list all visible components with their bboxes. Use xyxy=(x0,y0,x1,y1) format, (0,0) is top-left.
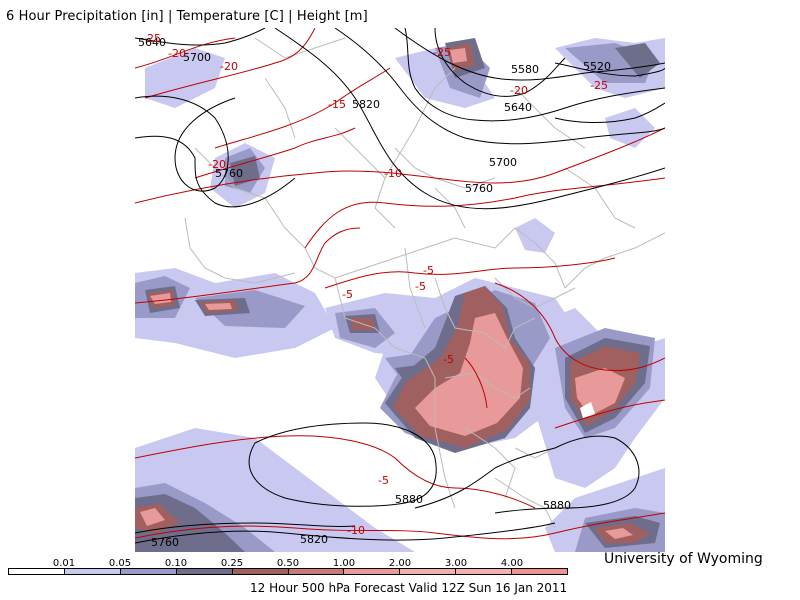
temp-label: -20 xyxy=(220,60,238,73)
height-label: 5580 xyxy=(511,63,539,76)
height-label: 5880 xyxy=(395,493,423,506)
legend-swatch xyxy=(232,569,289,574)
height-label: 5640 xyxy=(138,36,166,49)
legend-swatch xyxy=(9,569,65,574)
temp-label: -25 xyxy=(433,46,451,59)
temp-label: -25 xyxy=(143,32,161,45)
height-label: 5520 xyxy=(583,60,611,73)
legend-swatch xyxy=(288,569,345,574)
credit-text: University of Wyoming xyxy=(604,551,763,567)
precip-white-spots xyxy=(435,402,595,462)
height-label: 5700 xyxy=(183,51,211,64)
legend-tick: 0.10 xyxy=(164,558,188,569)
temp-label: -5 xyxy=(423,264,434,277)
temp-label: -25 xyxy=(590,79,608,92)
height-label: 5820 xyxy=(300,533,328,546)
weather-map-svg: 5640 5700 5820 5580 5520 5640 5760 5700 … xyxy=(135,28,665,552)
legend-swatch xyxy=(120,569,177,574)
temp-label: -20 xyxy=(510,84,528,97)
temp-label: -15 xyxy=(328,98,346,111)
legend-tick: 0.25 xyxy=(220,558,244,569)
legend-tick: 0.05 xyxy=(108,558,132,569)
legend-color-bar xyxy=(8,568,568,575)
legend-tick: 0.50 xyxy=(276,558,300,569)
forecast-caption: 12 Hour 500 hPa Forecast Valid 12Z Sun 1… xyxy=(250,581,568,595)
map-title: 6 Hour Precipitation [in] | Temperature … xyxy=(6,9,368,24)
temp-label: -20 xyxy=(168,47,186,60)
legend-swatch xyxy=(400,569,457,574)
legend-swatch xyxy=(344,569,401,574)
weather-map: 5640 5700 5820 5580 5520 5640 5760 5700 … xyxy=(135,28,665,552)
height-contours xyxy=(135,28,665,544)
height-label: 5700 xyxy=(489,156,517,169)
legend-swatch xyxy=(64,569,121,574)
height-labels: 5640 5700 5820 5580 5520 5640 5760 5700 … xyxy=(138,36,611,549)
legend-swatch xyxy=(456,569,513,574)
precip-light xyxy=(135,38,665,552)
legend-swatch xyxy=(512,569,568,574)
legend-swatch xyxy=(176,569,233,574)
temp-label: -5 xyxy=(378,474,389,487)
temp-label: -10 xyxy=(384,167,402,180)
height-label: 5880 xyxy=(543,499,571,512)
temperature-labels: -25 -20 -20 -15 -25 -20 -25 -20 -10 -5 -… xyxy=(143,32,608,537)
temp-label: -20 xyxy=(208,158,226,171)
temp-label: -10 xyxy=(347,524,365,537)
temp-label: -5 xyxy=(342,288,353,301)
temp-label: -5 xyxy=(415,280,426,293)
height-label: 5820 xyxy=(352,98,380,111)
height-label: 5640 xyxy=(504,101,532,114)
legend-tick: 4.00 xyxy=(500,558,524,569)
legend-tick: 3.00 xyxy=(444,558,468,569)
height-label: 5760 xyxy=(465,182,493,195)
temp-label: -5 xyxy=(443,353,454,366)
height-label: 5760 xyxy=(151,536,179,549)
legend-tick: 1.00 xyxy=(332,558,356,569)
legend-tick: 2.00 xyxy=(388,558,412,569)
legend-tick: 0.01 xyxy=(52,558,76,569)
height-label: 5760 xyxy=(215,167,243,180)
